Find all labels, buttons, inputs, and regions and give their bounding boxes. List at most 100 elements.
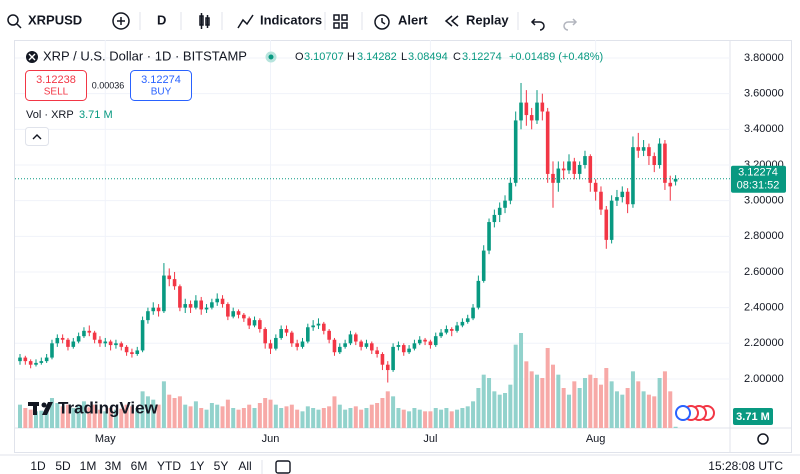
volume-bar [348,408,353,428]
volume-bar [503,393,508,428]
volume-bar [225,399,230,428]
candle-body [375,350,379,355]
volume-legend-value: 3.71 M [79,109,113,121]
replay-button[interactable]: Replay [466,12,509,27]
candle-body [641,147,646,151]
range-button[interactable]: 1D [30,459,46,473]
volume-bar [513,344,518,428]
candle-body [50,343,54,358]
volume-bar [577,388,582,428]
date-range-icon[interactable] [275,460,291,474]
y-tick-label: 2.80000 [744,230,784,242]
candle-body [44,357,49,362]
candle-body [162,275,166,312]
alert-icon[interactable] [374,14,390,30]
volume-bar [327,406,332,428]
range-button[interactable]: 5D [55,459,71,473]
volume-bar [540,378,545,428]
volume-bar [519,333,524,428]
event-icons [675,405,715,421]
candle-body [71,341,76,347]
volume-bar [156,404,161,428]
redo-icon[interactable] [563,21,576,31]
range-button[interactable]: 1Y [190,459,205,473]
candle-body [497,207,502,215]
volume-bar [396,408,401,428]
volume-bar [23,408,28,428]
layout-icon[interactable] [333,14,340,21]
volume-bar [391,396,396,428]
candle-body [108,341,113,346]
volume-bar [193,401,198,428]
volume-bar [263,398,268,428]
candle-body [604,209,609,240]
candle-body [295,343,299,347]
volume-bar [369,404,374,428]
replay-icon[interactable] [444,15,453,27]
buy-button[interactable] [130,70,192,101]
volume-bar [284,406,289,428]
logo-text: TradingView [58,398,159,417]
volume-bar [241,408,246,428]
collapse-button[interactable] [25,127,49,146]
candle-body [231,311,235,317]
volume-bar [81,401,86,428]
volume-bar [204,409,209,428]
candle-body [524,102,529,116]
candle-body [449,329,454,331]
sell-button[interactable] [25,70,87,101]
volume-bar [439,409,444,428]
volume-tag-value: 3.71 M [736,411,770,423]
interval[interactable]: D [157,12,166,27]
alert-button[interactable]: Alert [398,12,428,27]
range-button[interactable]: YTD [157,459,181,473]
range-button[interactable]: All [238,459,251,473]
volume-bar [145,396,150,428]
candle-body [124,346,129,353]
chart-frame [14,40,792,453]
range-button[interactable]: 5Y [214,459,229,473]
y-tick-label: 2.00000 [744,373,784,385]
volume-bar [657,378,662,428]
volume-bar [380,398,385,428]
volume-bar [551,364,555,428]
volume-bar [65,404,70,428]
candle-body [258,320,262,330]
candle-body [369,343,374,351]
volume-bar [199,408,204,428]
settings-icon[interactable] [757,433,769,445]
open-label: O [295,51,304,63]
add-symbol-icon[interactable] [112,12,130,30]
candle-body [306,327,310,342]
candle-body [55,337,60,344]
low-value: 3.08494 [408,51,448,63]
candle-body [290,332,294,344]
candle-body [503,200,507,208]
candle-body [540,102,545,112]
candle-body [18,357,22,362]
range-button[interactable]: 3M [105,459,122,473]
candle-body [513,120,518,183]
y-tick-label: 3.60000 [744,88,784,100]
candle-body [87,330,92,333]
candle-body [471,307,475,319]
candle-body [593,182,598,192]
candle-body [577,164,582,174]
symbol[interactable]: XRPUSD [28,12,82,27]
undo-icon[interactable] [532,21,545,31]
change-value: +0.01489 (+0.48%) [509,51,603,63]
range-button[interactable]: 6M [131,459,148,473]
volume-bar [417,409,422,428]
search-icon[interactable] [7,14,19,26]
y-tick-label: 3.80000 [744,52,784,64]
indicators-icon[interactable] [237,14,254,29]
indicators-button[interactable]: Indicators [260,12,322,27]
collapse-icon [32,134,42,140]
candle-body [172,279,177,287]
range-button[interactable]: 1M [80,459,97,473]
open-value: 3.10707 [304,51,344,63]
volume-bar [268,399,273,428]
volume-bar [316,409,321,428]
candle-body [423,339,427,342]
volume-bar [279,408,284,428]
